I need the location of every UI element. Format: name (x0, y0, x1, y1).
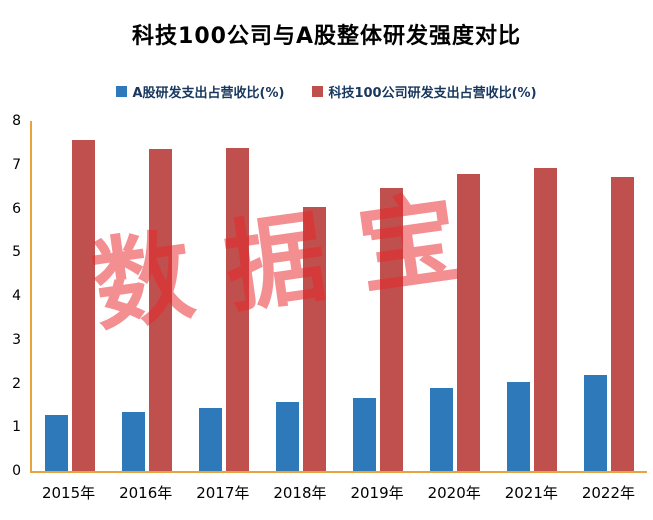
bar-group (186, 121, 263, 471)
y-tick-label: 8 (12, 113, 21, 129)
bar-group (570, 121, 647, 471)
x-tick-label: 2021年 (504, 484, 558, 502)
bar-group (109, 121, 186, 471)
bars-container (32, 121, 647, 471)
bar (226, 148, 250, 471)
y-tick-label: 0 (12, 463, 21, 479)
y-tick-label: 1 (12, 419, 21, 436)
bar (276, 401, 300, 471)
y-tick-label: 6 (12, 200, 21, 217)
bar (429, 387, 453, 471)
x-tick-label: 2017年 (196, 484, 250, 502)
bar (45, 415, 69, 471)
bar (506, 382, 530, 471)
legend: A股研发支出占营收比(%) 科技100公司研发支出占营收比(%) (0, 82, 653, 101)
legend-swatch (116, 86, 128, 97)
chart-area: 0 1 2 3 4 5 6 7 8 数据宝 (0, 114, 653, 478)
x-tick-label: 2018年 (273, 484, 327, 502)
bar (610, 177, 634, 471)
bar (533, 167, 557, 471)
bar (352, 398, 376, 471)
bar (379, 188, 403, 471)
legend-item: A股研发支出占营收比(%) (116, 82, 284, 101)
x-tick-label: 2022年 (581, 484, 636, 502)
x-tick-label: 2019年 (350, 484, 404, 502)
y-axis: 0 1 2 3 4 5 6 7 8 (0, 114, 30, 478)
bar-group (340, 121, 417, 471)
legend-swatch (312, 86, 324, 97)
y-tick-label: 3 (12, 331, 21, 348)
legend-label: A股研发支出占营收比(%) (132, 86, 285, 101)
bar (72, 139, 96, 471)
bar (199, 407, 223, 471)
bar-group (416, 121, 493, 471)
x-axis: 2015年 2016年 2017年 2018年 2019年 2020年 2021年 2022年 (30, 482, 653, 503)
x-tick-label: 2015年 (41, 484, 96, 502)
bar (149, 149, 173, 471)
bar-group (32, 121, 109, 471)
bar-group (493, 121, 570, 471)
y-tick-label: 4 (12, 288, 21, 304)
plot-area: 数据宝 (30, 121, 647, 473)
chart-title: 科技100公司与A股整体研发强度对比 (132, 24, 521, 49)
bar (583, 374, 607, 471)
legend-label: 科技100公司研发支出占营收比(%) (328, 86, 537, 101)
x-tick-label: 2016年 (119, 484, 173, 502)
bar (303, 207, 327, 471)
bar (456, 174, 480, 471)
y-tick-label: 2 (12, 375, 21, 392)
bar-group (263, 121, 340, 471)
x-tick-label: 2020年 (427, 484, 481, 502)
y-tick-label: 5 (12, 244, 21, 261)
y-tick-label: 7 (12, 156, 21, 173)
bar (122, 411, 146, 471)
legend-item: 科技100公司研发支出占营收比(%) (312, 82, 537, 101)
